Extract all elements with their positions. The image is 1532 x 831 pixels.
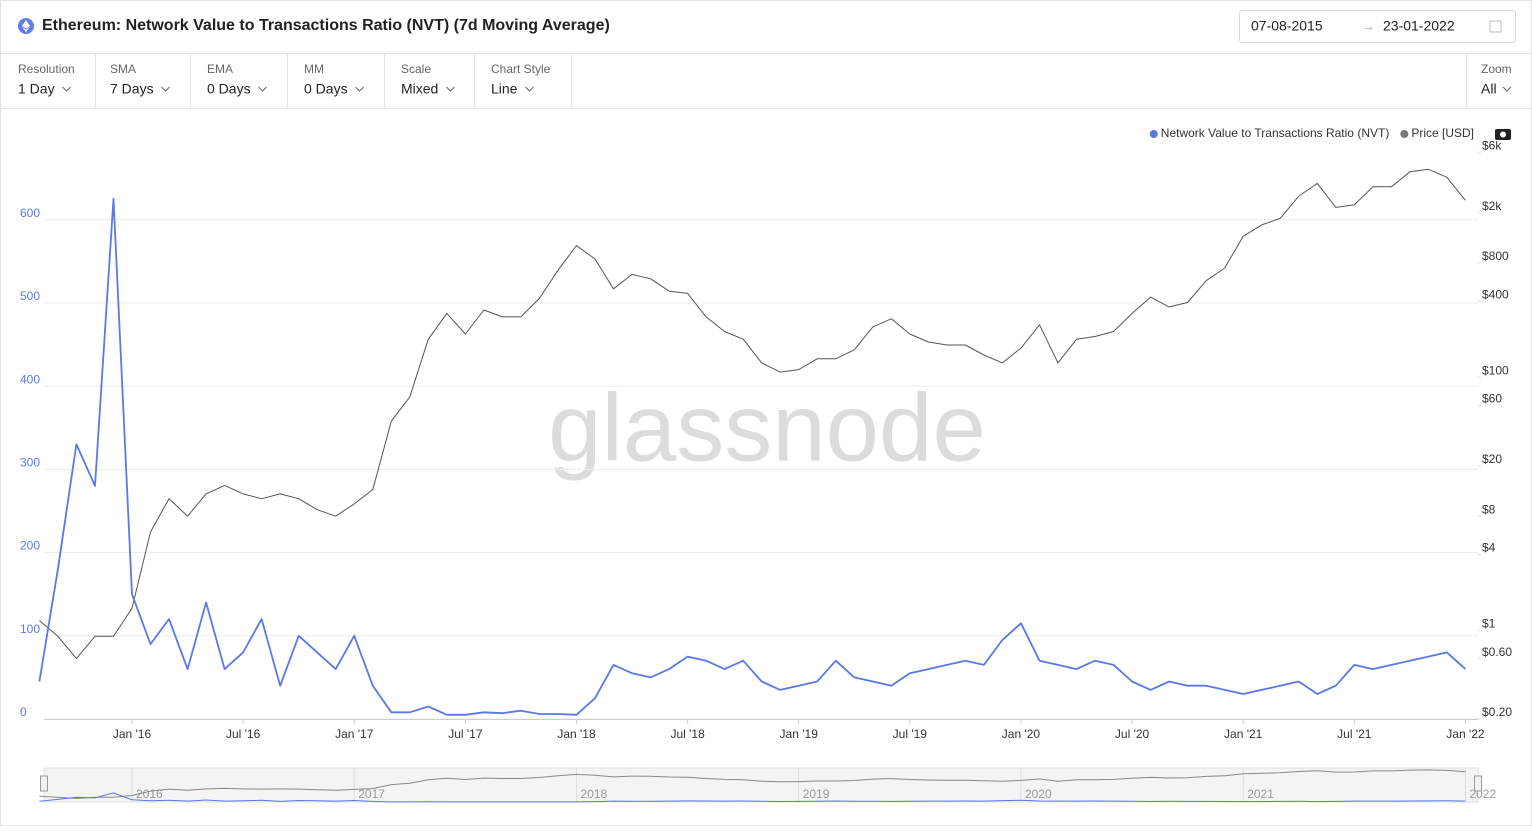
date-to[interactable]: 23-01-2022 — [1383, 18, 1455, 34]
y2-tick-label: $400 — [1482, 287, 1509, 301]
series-line — [38, 197, 1467, 716]
x-tick-label: Jul '20 — [1115, 727, 1150, 741]
title: Ethereum: Network Value to Transactions … — [42, 17, 610, 34]
y2-tick-label: $8 — [1482, 502, 1496, 516]
navigator-label: 2018 — [580, 787, 607, 801]
y2-tick-label: $0.60 — [1482, 645, 1512, 659]
navigator-price — [39, 769, 1466, 800]
x-tick-label: Jan '18 — [557, 727, 596, 741]
y-tick-label: 100 — [20, 622, 40, 636]
zoom-value[interactable]: All — [1481, 81, 1497, 97]
navigator-label: 2017 — [358, 787, 385, 801]
chevron — [525, 86, 534, 92]
control-value[interactable]: 1 Day — [18, 81, 55, 97]
y2-tick-label: $100 — [1482, 363, 1509, 377]
x-tick-label: Jan '21 — [1224, 727, 1263, 741]
y2-tick-label: $60 — [1482, 392, 1502, 406]
navigator-handle[interactable] — [40, 775, 48, 792]
legend-swatch — [1400, 130, 1409, 138]
x-tick-label: Jul '18 — [670, 727, 705, 741]
legend-swatch — [1149, 130, 1158, 138]
control-label: MM — [304, 62, 324, 76]
x-tick-label: Jan '22 — [1446, 727, 1485, 741]
eth-glyph — [22, 20, 30, 32]
control-label: SMA — [110, 62, 136, 76]
navigator-label: 2016 — [136, 787, 163, 801]
y-tick-label: 500 — [20, 289, 40, 303]
legend-label[interactable]: Price [USD] — [1411, 126, 1474, 140]
control-value[interactable]: 7 Days — [110, 81, 154, 97]
y-tick-label: 0 — [20, 705, 27, 719]
x-tick-label: Jan '20 — [1002, 727, 1041, 741]
calendar-icon — [1489, 20, 1502, 33]
navigator-label: 2019 — [803, 787, 830, 801]
x-tick-label: Jul '19 — [893, 727, 928, 741]
navigator-label: 2021 — [1247, 787, 1274, 801]
chevron — [1502, 86, 1512, 92]
y2-tick-label: $4 — [1482, 540, 1496, 554]
watermark: glassnode — [548, 374, 986, 481]
chevron — [446, 86, 455, 92]
y-tick-label: 300 — [20, 455, 40, 469]
series-line — [39, 168, 1466, 660]
y2-tick-label: $800 — [1482, 249, 1509, 263]
chevron — [62, 86, 71, 92]
legend-label[interactable]: Network Value to Transactions Ratio (NVT… — [1161, 126, 1390, 140]
navigator-label: 2020 — [1025, 787, 1052, 801]
y2-tick-label: $6k — [1482, 138, 1502, 152]
date-range[interactable] — [1239, 10, 1516, 43]
control-label: Chart Style — [491, 62, 551, 76]
date-from[interactable]: 07-08-2015 — [1251, 18, 1323, 34]
y-tick-label: 400 — [20, 372, 40, 386]
arrow: → — [1362, 18, 1375, 33]
x-tick-label: Jul '17 — [448, 727, 483, 741]
chevron — [355, 86, 364, 92]
control-value[interactable]: 0 Days — [207, 81, 251, 97]
chevron — [258, 86, 267, 92]
x-tick-label: Jan '19 — [780, 727, 819, 741]
control-label: EMA — [207, 62, 233, 76]
x-tick-label: Jan '17 — [335, 727, 374, 741]
control-value[interactable]: 0 Days — [304, 81, 348, 97]
control-label: Scale — [401, 62, 431, 76]
control-value[interactable]: Mixed — [401, 81, 438, 97]
navigator-handle[interactable] — [1474, 775, 1482, 792]
control-value[interactable]: Line — [491, 81, 518, 97]
y2-tick-label: $0.20 — [1482, 705, 1512, 719]
y2-tick-label: $1 — [1482, 617, 1496, 631]
y2-tick-label: $20 — [1482, 452, 1502, 466]
x-tick-label: Jul '16 — [226, 727, 261, 741]
x-tick-label: Jan '16 — [113, 727, 152, 741]
zoom-label: Zoom — [1481, 62, 1512, 76]
navigator-label: 2022 — [1469, 787, 1496, 801]
y-tick-label: 200 — [20, 539, 40, 553]
chevron — [161, 86, 170, 92]
control-label: Resolution — [18, 62, 75, 76]
navigator-nvt — [39, 792, 1466, 803]
x-tick-label: Jul '21 — [1337, 727, 1372, 741]
y-tick-label: 600 — [20, 206, 40, 220]
camera-lens — [1500, 131, 1506, 138]
y2-tick-label: $2k — [1482, 199, 1502, 213]
